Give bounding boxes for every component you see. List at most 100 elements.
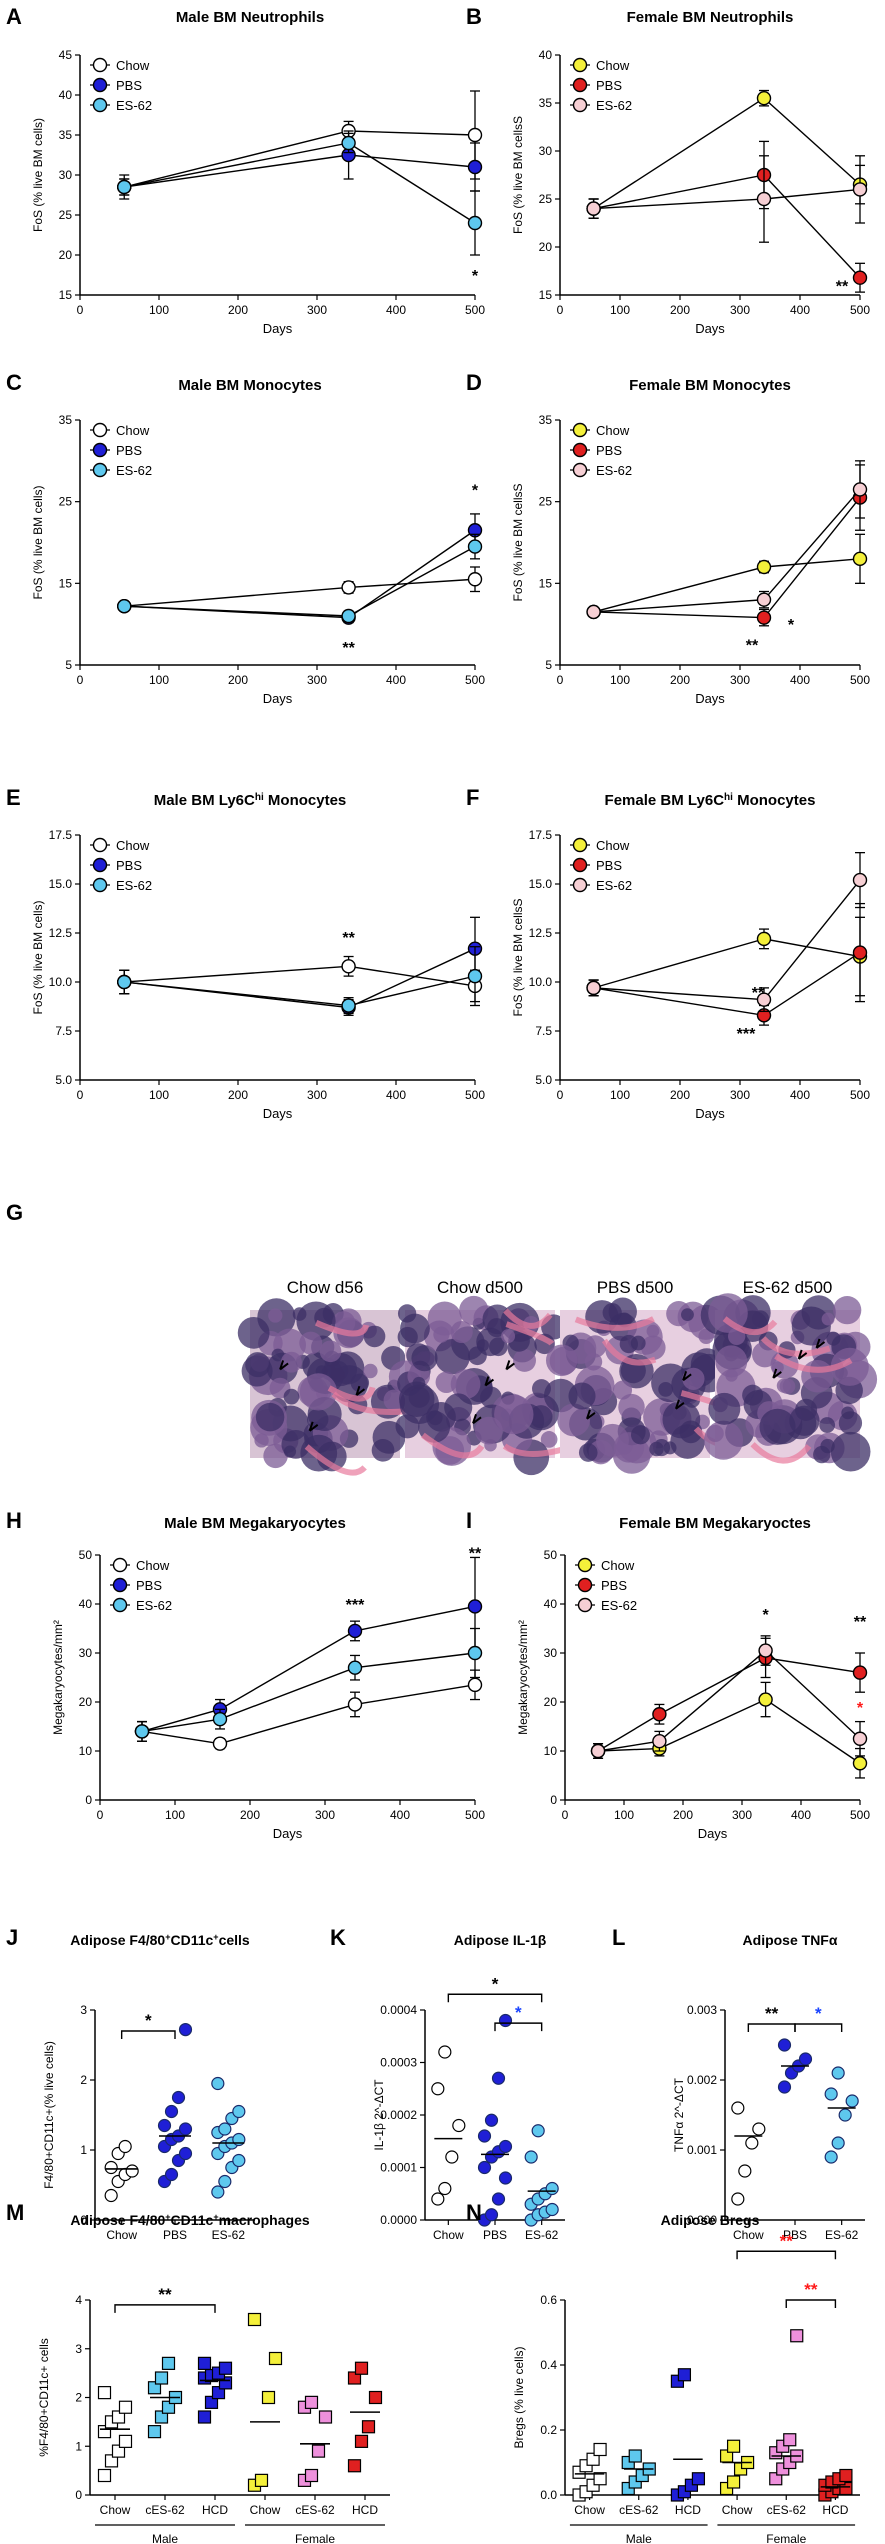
legend-label-pbs: PBS: [136, 1578, 162, 1593]
significance-marker: **: [158, 2285, 172, 2304]
marrow-cell-cluster: [698, 1328, 714, 1345]
series-line-chow: [598, 1698, 861, 1764]
marrow-cell-cluster: [662, 1400, 701, 1439]
y-tick-label: 4: [75, 2293, 82, 2307]
data-point-es-62: [341, 608, 356, 624]
x-tick-label: Chow: [574, 2503, 605, 2517]
data-point-es-62: [531, 2124, 545, 2138]
marrow-cell-cluster: [791, 1306, 831, 1346]
x-tick-label: Chow: [733, 2228, 764, 2242]
x-tick-label: PBS: [783, 2228, 807, 2242]
legend-marker-pbs: [92, 77, 108, 93]
chart-C: Male BM Monocytes 5 15 25 35 0 100 200 300 400 500…: [31, 377, 485, 706]
legend-marker-chow: [572, 837, 588, 853]
x-tick-label: Chow: [433, 2228, 464, 2242]
chart-title: Adipose Bregs: [661, 2212, 760, 2228]
panel-letter-K: K: [330, 1925, 346, 1950]
data-point-chow: [852, 1756, 868, 1771]
y-tick-label: 0.0: [540, 2488, 557, 2502]
marrow-cell-cluster: [706, 1424, 724, 1442]
legend-label-pbs: PBS: [596, 443, 622, 458]
significance-marker: *: [815, 2004, 822, 2023]
significance-marker: ***: [737, 1026, 756, 1043]
x-tick-label: Chow: [106, 2228, 137, 2242]
marrow-cell-cluster: [444, 1393, 473, 1422]
y-tick-label: 17.5: [529, 828, 553, 842]
marrow-cell-cluster: [529, 1405, 553, 1429]
legend-label-pbs: PBS: [116, 443, 142, 458]
panel-letter-C: C: [6, 370, 22, 395]
data-point-chow: [341, 580, 356, 595]
x-tick-label: 500: [465, 303, 485, 317]
significance-marker: **: [342, 930, 355, 947]
data-point-es-62: [831, 2136, 845, 2150]
x-tick-label: 0: [557, 1088, 564, 1102]
x-tick-label: 100: [149, 1088, 169, 1102]
data-point-es-62: [211, 2076, 225, 2091]
marrow-cell-cluster: [427, 1301, 462, 1336]
marrow-cell-cluster: [271, 1348, 285, 1362]
significance-bracket: [785, 2299, 837, 2308]
title-superscript: hi: [255, 792, 264, 803]
title-part: Monocytes: [264, 792, 347, 809]
data-point-es-62: [232, 2104, 246, 2119]
marrow-cell-cluster: [255, 1402, 285, 1432]
y-tick-label: 50: [79, 1548, 93, 1562]
significance-marker: **: [854, 1614, 867, 1631]
y-axis-label: TNFα 2^-ΔCT: [672, 2077, 686, 2152]
marrow-cell-cluster: [280, 1351, 302, 1373]
chart-title: Female BM Megakaryoctes: [619, 1515, 811, 1532]
marrow-cell-cluster: [400, 1313, 430, 1344]
x-tick-label: Chow: [722, 2503, 753, 2517]
data-point-chow: [756, 931, 772, 947]
y-tick-label: 10: [544, 1744, 558, 1758]
y-tick-label: 0.2: [540, 2423, 557, 2437]
legend-label-chow: Chow: [136, 1558, 170, 1573]
data-point-chow: [104, 2188, 118, 2203]
data-point-chow: [756, 559, 772, 575]
y-tick-label: 25: [539, 192, 553, 206]
y-tick-label: 25: [59, 495, 73, 509]
data-point-chow: [97, 2386, 112, 2400]
significance-marker: *: [472, 268, 479, 285]
data-point-hcd: [197, 2410, 212, 2424]
marrow-cell-cluster: [833, 1296, 862, 1325]
y-tick-label: 5: [545, 658, 552, 672]
x-tick-label: 400: [790, 673, 810, 687]
y-axis-label: FoS (% live BM cellsS: [511, 898, 525, 1016]
megakaryocyte-arrow: [674, 1399, 685, 1410]
y-tick-label: 0.6: [540, 2293, 557, 2307]
marrow-cell-cluster: [830, 1431, 871, 1472]
legend-label-pbs: PBS: [116, 78, 142, 93]
x-axis-label: Days: [263, 321, 293, 336]
data-point-chow: [745, 2136, 759, 2150]
y-tick-label: 15.0: [49, 877, 73, 891]
x-tick-label: cES-62: [295, 2503, 335, 2517]
data-point-es-62: [211, 2185, 225, 2199]
significance-bracket: [114, 2304, 216, 2313]
title-superscript: +: [213, 1932, 218, 1942]
x-tick-label: 500: [850, 1088, 870, 1102]
y-tick-label: 7.5: [55, 1024, 72, 1038]
significance-marker: **: [780, 2231, 794, 2250]
legend-label-es-62: ES-62: [116, 463, 152, 478]
y-axis-label: FoS (% live BM cellsS: [511, 116, 525, 234]
y-tick-label: 30: [539, 144, 553, 158]
panel-letter-J: J: [6, 1925, 19, 1950]
megakaryocyte-arrow: [505, 1360, 515, 1371]
megakaryocyte-arrow: [279, 1360, 289, 1371]
y-tick-label: 40: [539, 48, 553, 62]
data-point-hcd: [347, 2459, 362, 2473]
y-tick-label: 1: [80, 2143, 87, 2157]
y-axis-label: F4/80+CD11c+(% live cells): [42, 2041, 56, 2189]
significance-bracket: [494, 2022, 543, 2032]
y-tick-label: 25: [539, 495, 553, 509]
data-point-es-62: [756, 592, 772, 607]
marrow-cell-cluster: [487, 1318, 507, 1338]
marrow-cell-cluster: [795, 1398, 818, 1421]
y-tick-label: 10.0: [529, 975, 553, 989]
x-tick-label: 200: [240, 1808, 260, 1822]
title-part: Female BM Ly6C: [605, 792, 725, 809]
significance-marker: *: [145, 2011, 152, 2030]
significance-marker: **: [752, 985, 765, 1002]
